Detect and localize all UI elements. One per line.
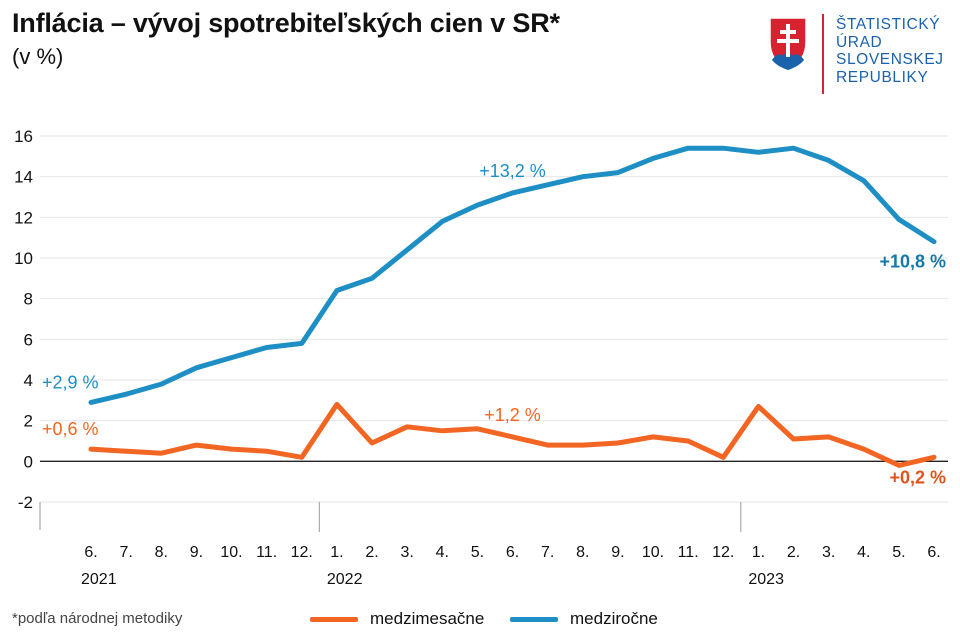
- y-tick-label: 8: [24, 290, 33, 309]
- x-tick-label: 2.: [365, 544, 378, 561]
- chart-title: Inflácia – vývoj spotrebiteľských cien v…: [12, 8, 560, 38]
- y-tick-label: 12: [14, 208, 33, 227]
- logo: ŠTATISTICKÝ ÚRAD SLOVENSKEJ REPUBLIKY: [766, 14, 956, 98]
- logo-separator: [822, 14, 824, 94]
- x-tick-label: 8.: [155, 544, 168, 561]
- logo-line: ÚRAD: [836, 33, 883, 51]
- x-tick-label: 9.: [611, 544, 624, 561]
- x-tick-label: 10.: [220, 544, 242, 561]
- y-tick-label: 10: [14, 249, 33, 268]
- y-tick-label: 6: [24, 330, 33, 349]
- data-label-yearly: +13,2 %: [479, 161, 546, 181]
- x-tick-label: 7.: [541, 544, 554, 561]
- x-tick-label: 8.: [576, 544, 589, 561]
- x-tick-label: 9.: [190, 544, 203, 561]
- x-tick-label: 11.: [256, 544, 277, 561]
- x-tick-label: 2.: [787, 544, 800, 561]
- x-tick-label: 12.: [712, 544, 734, 561]
- line-chart: -2 0 2 4 6 8 10 12 14 16 6. 7. 8. 9. 10. 11. 12. 1. 2. 3. 4.…: [14, 127, 948, 588]
- data-label-monthly: +1,2 %: [484, 405, 541, 425]
- x-tick-label: 6.: [927, 544, 940, 561]
- legend-label-monthly: medzimesačne: [370, 609, 485, 628]
- slovak-coat-of-arms-icon: [769, 17, 807, 71]
- logo-line: SLOVENSKEJ: [836, 51, 944, 68]
- x-tick-label: 4.: [857, 544, 870, 561]
- data-label-monthly: +0,2 %: [889, 467, 946, 487]
- x-tick-label: 5.: [471, 544, 484, 561]
- y-tick-label: 14: [14, 168, 33, 187]
- legend-item-yearly: medziročne: [510, 609, 658, 629]
- legend-swatch-monthly: [310, 616, 358, 622]
- series-line-monthly: [88, 401, 937, 468]
- legend-item-monthly: medzimesačne: [310, 609, 484, 629]
- logo-line: ŠTATISTICKÝ: [836, 16, 941, 33]
- x-tick-label: 10.: [642, 544, 664, 561]
- x-tick-label: 1.: [330, 544, 343, 561]
- x-tick-label: 1.: [752, 544, 765, 561]
- x-tick-label: 7.: [119, 544, 132, 561]
- chart-subtitle: (v %): [12, 44, 64, 69]
- x-year-label: 2021: [81, 571, 117, 588]
- logo-text: ŠTATISTICKÝ ÚRAD SLOVENSKEJ REPUBLIKY: [836, 16, 944, 86]
- legend-swatch-yearly: [510, 616, 558, 622]
- legend-label-yearly: medziročne: [570, 609, 658, 628]
- x-year-label: 2022: [327, 571, 363, 588]
- x-tick-label: 4.: [436, 544, 449, 561]
- x-tick-label: 3.: [822, 544, 835, 561]
- x-tick-label: 11.: [678, 544, 699, 561]
- y-tick-label: 2: [24, 412, 33, 431]
- x-year-label: 2023: [748, 571, 784, 588]
- x-tick-label: 5.: [892, 544, 905, 561]
- footnote: *podľa národnej metodiky: [12, 610, 183, 627]
- y-tick-label: 16: [14, 127, 33, 146]
- x-tick-label: 6.: [84, 544, 97, 561]
- series-line-yearly: [88, 145, 937, 405]
- x-tick-label: 3.: [400, 544, 413, 561]
- y-tick-label: -2: [18, 493, 33, 512]
- x-tick-label: 6.: [506, 544, 519, 561]
- data-label-yearly: +10,8 %: [879, 252, 946, 272]
- y-tick-label: 4: [24, 371, 33, 390]
- logo-line: REPUBLIKY: [836, 68, 929, 86]
- x-tick-label: 12.: [291, 544, 313, 561]
- y-tick-label: 0: [24, 452, 33, 471]
- data-label-yearly: +2,9 %: [42, 372, 99, 392]
- data-label-monthly: +0,6 %: [42, 419, 99, 439]
